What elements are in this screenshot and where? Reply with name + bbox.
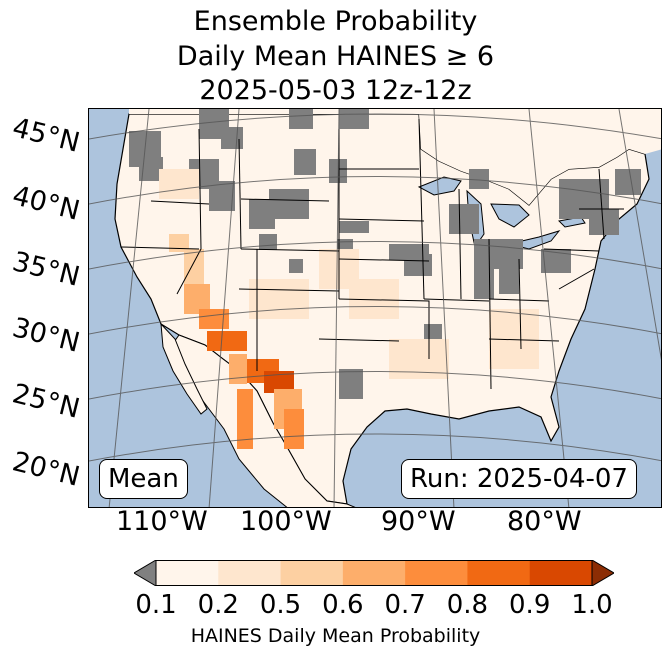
colorbar-tick-label: 0.8 (446, 590, 489, 620)
title-line-2: Daily Mean HAINES ≥ 6 (176, 41, 495, 72)
colorbar-tick-label: 0.5 (259, 590, 302, 620)
colorbar-segment (280, 560, 344, 586)
canada-landmass (129, 109, 661, 205)
title-line-1: Ensemble Probability (193, 6, 478, 37)
lat-label-30: 30°N (9, 312, 83, 359)
colorbar-tick-label: 0.2 (197, 590, 239, 620)
colorbar-segment (405, 560, 468, 586)
lon-label-100: 100°W (240, 506, 332, 537)
mean-label-box: Mean (99, 459, 188, 499)
lon-label-90: 90°W (381, 506, 456, 537)
probability-map: Mean Run: 2025-04-07 (88, 108, 662, 508)
graticule (89, 109, 661, 507)
colorbar-tick-label: 0.1 (135, 590, 177, 620)
colorbar-segments (156, 560, 593, 586)
colorbar-tick-label: 0.6 (322, 590, 364, 620)
lat-label-20: 20°N (9, 446, 83, 493)
lon-label-80: 80°W (507, 506, 582, 537)
lat-label-35: 35°N (9, 246, 83, 293)
colorbar-label: HAINES Daily Mean Probability (190, 625, 481, 647)
lat-label-45: 45°N (9, 112, 83, 159)
colorbar-over-arrow (591, 560, 614, 586)
colorbar-under-arrow (134, 560, 157, 586)
colorbar-tick-label: 0.9 (509, 590, 551, 620)
colorbar-segment (529, 560, 593, 586)
title-line-3: 2025-05-03 12z-12z (199, 75, 472, 106)
colorbar-segment (342, 560, 406, 586)
colorbar-frame (155, 560, 593, 586)
colorbar-segment (156, 560, 219, 586)
lat-label-40: 40°N (9, 180, 83, 227)
colorbar-tick-label: 1.0 (571, 590, 613, 620)
lat-label-25: 25°N (9, 378, 83, 425)
colorbar-segment (218, 560, 282, 586)
map-svg (89, 109, 661, 507)
lon-label-110: 110°W (116, 506, 208, 537)
run-date-box: Run: 2025-04-07 (401, 459, 637, 499)
colorbar (134, 560, 614, 586)
colorbar-tick-label: 0.7 (384, 590, 426, 620)
colorbar-segment (467, 560, 531, 586)
baja-peninsula (160, 322, 208, 415)
